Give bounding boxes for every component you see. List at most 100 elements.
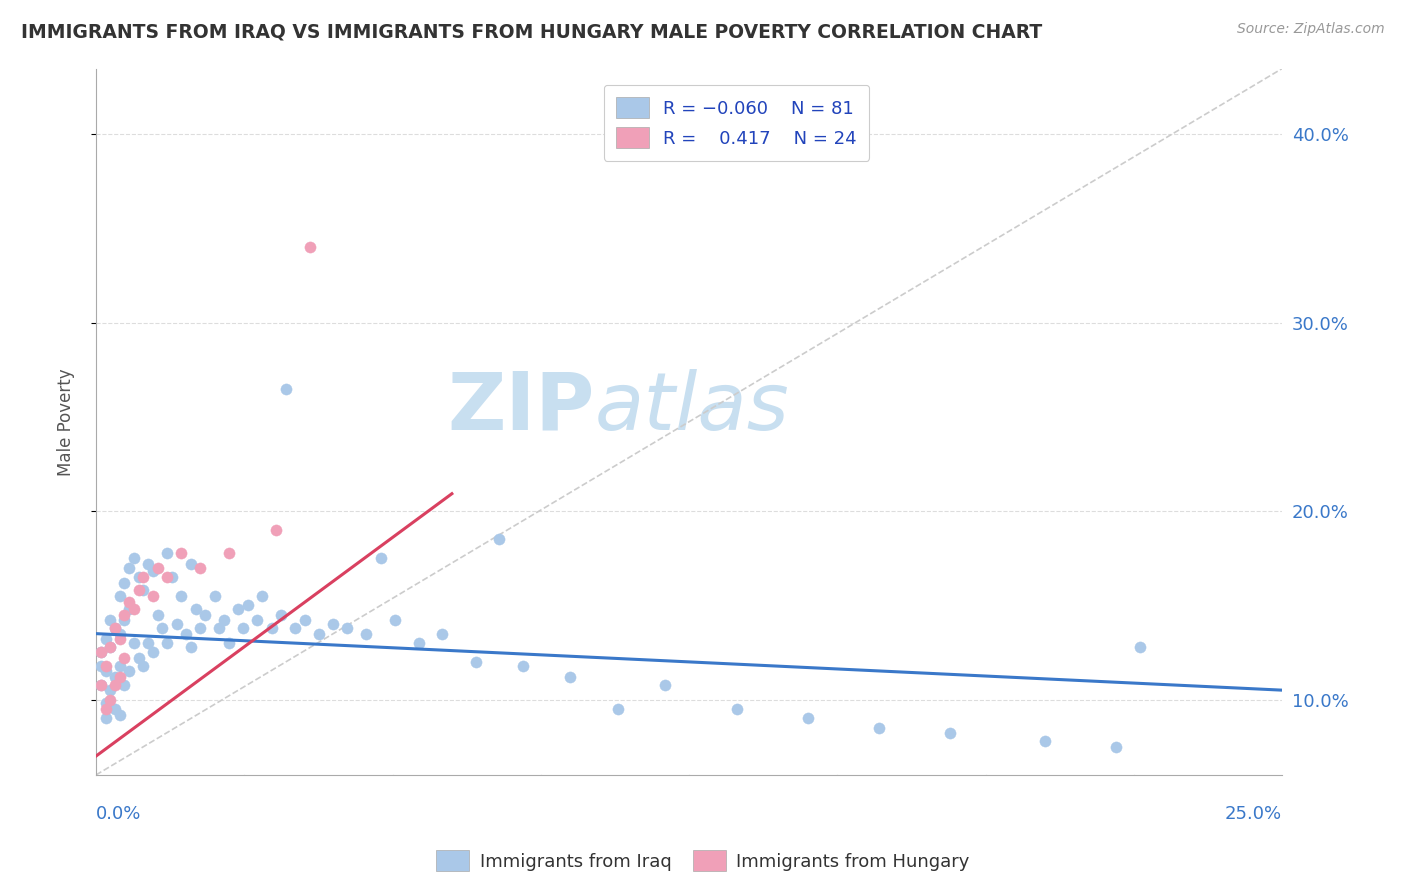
Point (160, 570, 183, 584)
Point (136, 636, 159, 650)
Point (114, 651, 136, 665)
Point (560, 670, 582, 684)
Point (104, 621, 127, 635)
Point (94, 665, 117, 679)
Point (180, 640, 202, 654)
Point (94, 711, 117, 725)
Point (108, 670, 131, 684)
Point (136, 557, 159, 571)
Point (94, 632, 117, 647)
Point (104, 677, 127, 691)
Point (156, 636, 179, 650)
Point (104, 702, 127, 716)
Point (488, 533, 510, 547)
Point (114, 614, 136, 628)
Point (370, 551, 392, 566)
Point (122, 636, 145, 650)
Text: atlas: atlas (595, 368, 789, 447)
Point (122, 551, 145, 566)
Point (384, 614, 406, 628)
Point (142, 589, 165, 603)
Point (308, 626, 330, 640)
Point (208, 621, 231, 635)
Point (260, 621, 283, 635)
Point (108, 632, 131, 647)
Point (90, 658, 112, 673)
Point (98, 640, 121, 654)
Point (128, 583, 150, 598)
Point (868, 721, 890, 735)
Point (250, 589, 273, 603)
Point (122, 602, 145, 616)
Point (146, 560, 169, 574)
Point (90, 645, 112, 659)
Point (132, 583, 155, 598)
Point (194, 607, 217, 622)
Point (432, 626, 454, 640)
Point (108, 589, 131, 603)
Legend: Immigrants from Iraq, Immigrants from Hungary: Immigrants from Iraq, Immigrants from Hu… (429, 843, 977, 879)
Point (118, 594, 141, 608)
Point (94, 702, 117, 716)
Point (128, 651, 150, 665)
Point (190, 621, 212, 635)
Point (512, 658, 534, 673)
Point (108, 626, 131, 640)
Point (218, 546, 240, 560)
Point (132, 570, 155, 584)
Point (108, 658, 131, 673)
Point (90, 677, 112, 691)
Point (118, 665, 141, 679)
Point (298, 240, 321, 254)
Point (236, 599, 259, 613)
Text: Source: ZipAtlas.com: Source: ZipAtlas.com (1237, 22, 1385, 37)
Point (228, 602, 250, 616)
Point (170, 589, 193, 603)
Point (294, 614, 316, 628)
Point (118, 560, 141, 574)
Point (939, 726, 962, 740)
Point (104, 621, 127, 635)
Point (212, 614, 235, 628)
Point (204, 589, 226, 603)
Point (180, 557, 202, 571)
Point (336, 621, 359, 635)
Point (725, 702, 748, 716)
Point (156, 546, 179, 560)
Text: 25.0%: 25.0% (1225, 805, 1282, 823)
Point (156, 570, 179, 584)
Text: 0.0%: 0.0% (96, 805, 142, 823)
Point (128, 570, 150, 584)
Point (142, 565, 165, 579)
Point (1105, 739, 1128, 754)
Point (174, 626, 197, 640)
Point (464, 655, 486, 669)
Text: IMMIGRANTS FROM IRAQ VS IMMIGRANTS FROM HUNGARY MALE POVERTY CORRELATION CHART: IMMIGRANTS FROM IRAQ VS IMMIGRANTS FROM … (21, 22, 1042, 41)
Point (408, 636, 430, 650)
Point (94, 658, 117, 673)
Point (232, 621, 254, 635)
Y-axis label: Male Poverty: Male Poverty (58, 368, 75, 475)
Point (108, 707, 131, 722)
Point (132, 658, 155, 673)
Point (218, 636, 240, 650)
Point (796, 711, 818, 725)
Point (266, 523, 288, 537)
Point (356, 626, 378, 640)
Point (322, 617, 344, 632)
Point (607, 702, 630, 716)
Point (170, 546, 193, 560)
Point (146, 607, 169, 622)
Point (142, 645, 165, 659)
Point (270, 607, 292, 622)
Text: ZIP: ZIP (447, 368, 595, 447)
Point (184, 602, 207, 616)
Point (246, 614, 269, 628)
Point (98, 692, 121, 706)
Point (274, 382, 297, 396)
Point (90, 645, 112, 659)
Point (90, 677, 112, 691)
Point (1033, 734, 1056, 748)
Point (118, 602, 141, 616)
Point (114, 677, 136, 691)
